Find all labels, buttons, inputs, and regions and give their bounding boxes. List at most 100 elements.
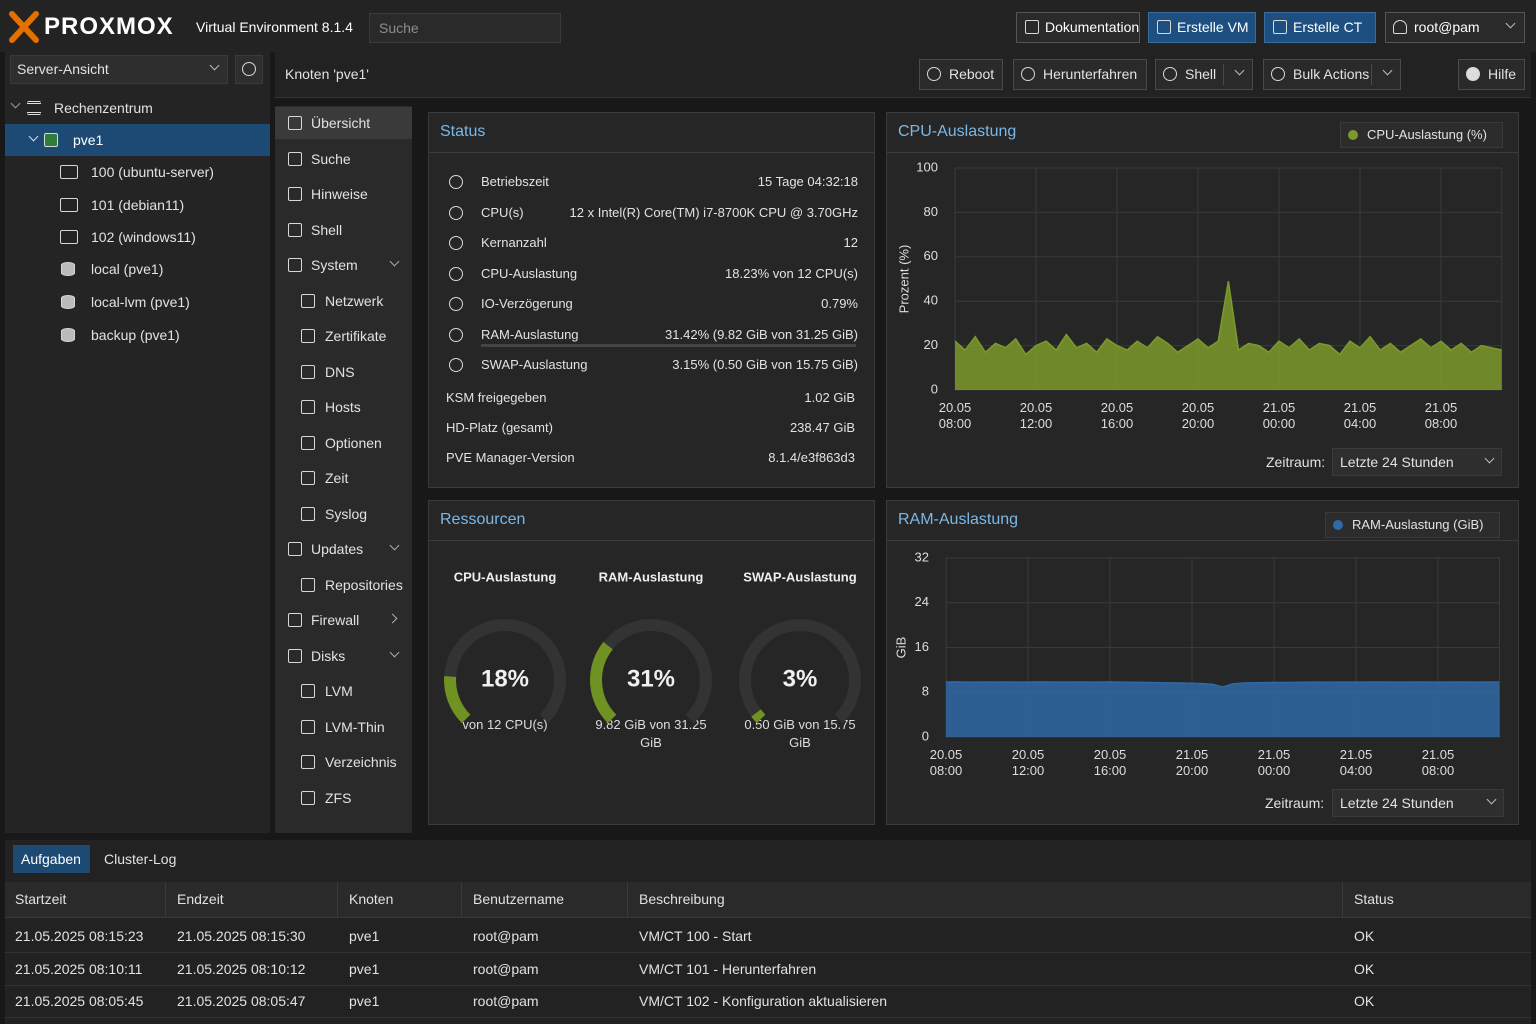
nav-subitem[interactable]: Zertifikate <box>325 328 387 344</box>
nav-subitem[interactable]: DNS <box>325 363 355 380</box>
tree-guest[interactable]: 102 (windows11) <box>91 229 196 245</box>
gauge-detail: 9.82 GiB von 31.25 GiB <box>595 717 707 750</box>
nav-subitem[interactable]: Optionen <box>325 434 382 451</box>
row-divider <box>5 952 1531 953</box>
cell: 21.05.2025 08:15:30 <box>177 928 306 944</box>
resources-title: Ressourcen <box>440 511 526 528</box>
tree-node[interactable]: pve1 <box>73 132 104 148</box>
nav-subitem[interactable]: Verzeichnis <box>325 754 397 770</box>
nav-subitem[interactable]: Syslog <box>325 505 368 522</box>
x-tick-label: 21.05 08:00 <box>1424 400 1458 431</box>
nav-subitem[interactable]: LVM-Thin <box>325 718 385 735</box>
icon <box>288 542 302 556</box>
icon <box>61 328 75 342</box>
nav-item[interactable]: Übersicht <box>311 115 371 131</box>
header-button-label: Erstelle VM <box>1177 19 1249 35</box>
tab-active[interactable] <box>13 845 90 873</box>
view-select[interactable] <box>10 55 228 84</box>
header-button[interactable] <box>1264 12 1376 43</box>
settings-button[interactable] <box>235 55 263 84</box>
icon <box>27 101 41 115</box>
icon <box>1271 67 1285 81</box>
period-value: Letzte 24 Stunden <box>1340 454 1454 470</box>
row-divider <box>5 1017 1531 1019</box>
column-header: Beschreibung <box>639 891 725 907</box>
period-label: Zeitraum: <box>1266 454 1326 470</box>
icon <box>1273 20 1287 34</box>
toolbar-button-label: Bulk Actions <box>1293 66 1370 82</box>
icon <box>301 755 315 769</box>
icon <box>242 62 256 76</box>
cell: pve1 <box>349 928 380 944</box>
icon <box>301 684 315 698</box>
tab[interactable]: Aufgaben <box>21 851 81 867</box>
nav-subitem[interactable]: ZFS <box>325 789 352 806</box>
tree-guest[interactable]: 101 (debian11) <box>91 196 185 213</box>
header-button[interactable] <box>1016 12 1140 43</box>
separator <box>1223 64 1224 85</box>
chart-title: CPU-Auslastung <box>898 123 1017 140</box>
icon <box>449 297 463 311</box>
toolbar-button-label: Reboot <box>949 66 995 82</box>
panel-header-line <box>428 540 875 541</box>
nav-item[interactable]: Suche <box>311 150 351 167</box>
nav-item[interactable]: Firewall <box>311 612 360 628</box>
icon <box>1025 20 1039 34</box>
icon <box>1163 67 1177 81</box>
tab[interactable]: Cluster-Log <box>104 851 177 867</box>
nav-subitem[interactable]: Zeit <box>325 470 349 486</box>
separator <box>1371 64 1372 85</box>
icon <box>449 327 463 342</box>
x-tick-label: 21.05 20:00 <box>1175 747 1209 778</box>
toolbar-button[interactable] <box>919 59 1003 90</box>
toolbar-button[interactable] <box>1263 59 1401 90</box>
header-button[interactable] <box>1148 12 1256 43</box>
column-divider <box>461 882 462 918</box>
nav-subitem[interactable]: LVM <box>325 683 353 699</box>
node-title: Knoten 'pve1' <box>285 66 369 82</box>
column-divider <box>627 882 628 918</box>
period-select[interactable] <box>1332 789 1504 817</box>
status-label: RAM-Auslastung <box>481 326 579 342</box>
column-header: Knoten <box>349 891 394 907</box>
period-select[interactable] <box>1332 448 1502 476</box>
nav-item[interactable]: System <box>311 257 358 273</box>
status-value: 31.42% (9.82 GiB von 31.25 GiB) <box>665 326 858 342</box>
table-header <box>5 882 1531 918</box>
nav-subitem[interactable]: Repositories <box>325 576 403 593</box>
status-value: 12 <box>843 235 858 250</box>
nav-item[interactable]: Hinweise <box>311 186 368 202</box>
tree-datacenter[interactable]: Rechenzentrum <box>54 100 153 116</box>
legend[interactable] <box>1325 512 1500 538</box>
nav-subitem[interactable]: Hosts <box>325 399 361 415</box>
cell: root@pam <box>473 960 539 977</box>
x-tick-label: 20.05 12:00 <box>1011 747 1045 778</box>
tree-storage[interactable]: backup (pve1) <box>91 327 180 343</box>
cell: 21.05.2025 08:10:12 <box>177 960 306 977</box>
tree-storage[interactable]: local (pve1) <box>91 261 164 277</box>
user-button[interactable] <box>1385 12 1525 43</box>
nav-active <box>275 107 412 139</box>
x-tick-label: 21.05 04:00 <box>1343 400 1377 431</box>
icon <box>301 435 315 450</box>
toolbar-button-label: Shell <box>1185 66 1217 82</box>
nav-item[interactable]: Disks <box>311 647 346 664</box>
logo: PROXMOX <box>44 13 174 40</box>
icon <box>449 358 463 372</box>
nav-item[interactable]: Shell <box>311 221 343 238</box>
legend[interactable] <box>1340 122 1503 148</box>
x-tick-label: 20.05 16:00 <box>1093 747 1127 778</box>
toolbar-button[interactable] <box>1013 59 1147 90</box>
tree-storage[interactable]: local-lvm (pve1) <box>91 294 190 310</box>
period-label: Zeitraum: <box>1265 795 1325 811</box>
nav-item[interactable]: Updates <box>311 541 364 557</box>
icon <box>288 648 302 663</box>
nav-subitem[interactable]: Netzwerk <box>325 292 384 309</box>
user-name: root@pam <box>1414 19 1480 35</box>
icon <box>301 364 315 379</box>
nav-panel <box>275 106 412 833</box>
search-box[interactable] <box>369 13 561 43</box>
status-label: Betriebszeit <box>481 174 549 189</box>
x-tick-label: 20.05 20:00 <box>1181 400 1215 431</box>
tree-guest[interactable]: 100 (ubuntu-server) <box>91 164 214 180</box>
